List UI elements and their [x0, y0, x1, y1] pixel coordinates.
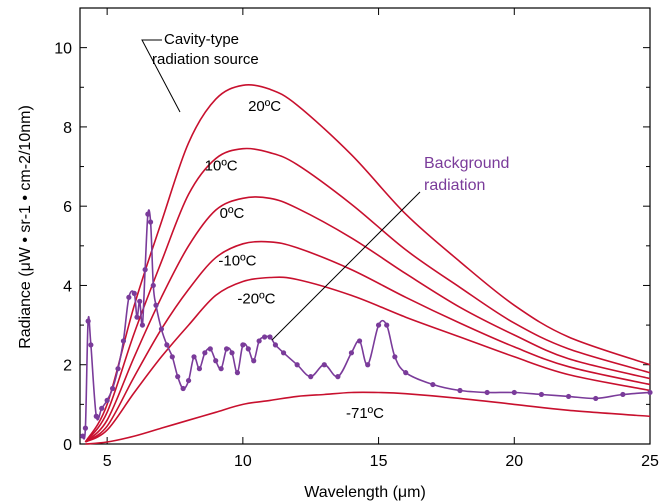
y-tick-label: 0 — [63, 437, 72, 454]
curve-label-20c: 20ºC — [248, 98, 281, 115]
background-data-point — [202, 350, 208, 356]
cavity-curve-20c — [84, 83, 651, 443]
background-data-point — [392, 354, 398, 360]
curve-label-0c: 0ºC — [220, 205, 245, 222]
cavity-source-pointer — [141, 39, 181, 113]
cavity-source-label-line1: Cavity-type — [164, 31, 239, 48]
y-tick-label: 6 — [63, 199, 72, 216]
background-data-point — [308, 374, 314, 380]
label-layer: 20ºC 10ºC 0ºC -10ºC -20ºC -71ºC — [205, 98, 385, 422]
cavity-curve--71c — [85, 391, 651, 445]
x-axis-label: Wavelength (μm) — [304, 484, 426, 501]
background-data-point — [85, 318, 91, 324]
curve-label--71c: -71ºC — [346, 405, 384, 422]
background-data-point — [131, 290, 137, 296]
background-data-point — [82, 425, 89, 431]
background-data-point — [88, 342, 94, 348]
background-data-point — [321, 362, 327, 368]
background-data-point — [375, 322, 382, 328]
background-label-line1: Background — [424, 155, 509, 172]
y-tick-label: 8 — [63, 120, 72, 137]
background-data-point — [137, 298, 143, 304]
cavity-curve-10c — [84, 147, 651, 443]
background-data-point — [245, 346, 251, 352]
x-tick-label: 25 — [641, 453, 659, 470]
background-data-point — [80, 433, 86, 439]
background-data-point — [280, 350, 287, 356]
background-data-point — [251, 358, 257, 364]
background-data-point — [185, 377, 192, 384]
background-data-point — [145, 211, 151, 217]
background-data-point — [647, 389, 653, 396]
background-data-point — [207, 346, 213, 352]
curve-layer — [80, 83, 653, 445]
background-data-point — [191, 354, 197, 360]
background-data-point — [356, 338, 363, 344]
background-data-point — [126, 294, 132, 300]
background-data-point — [93, 413, 99, 419]
background-data-point — [180, 385, 186, 392]
background-label-line2: radiation — [424, 177, 485, 194]
background-data-point — [134, 314, 140, 320]
curve-label--10c: -10ºC — [218, 253, 256, 270]
background-data-point — [335, 374, 341, 380]
background-data-point — [196, 366, 203, 372]
background-data-point — [150, 282, 156, 289]
background-data-point — [538, 391, 545, 398]
background-data-point — [234, 370, 241, 376]
background-data-point — [175, 374, 181, 380]
x-tick-label: 20 — [505, 453, 523, 470]
background-data-point — [147, 219, 154, 225]
background-data-point — [223, 346, 230, 352]
y-tick-label: 2 — [63, 358, 72, 375]
background-data-point — [213, 358, 219, 364]
background-data-point — [218, 366, 224, 372]
y-axis-label: Radiance (μW • sr-1 • cm-2/10nm) — [17, 105, 34, 349]
background-data-point — [484, 389, 490, 396]
background-data-point — [457, 387, 463, 394]
background-data-point — [229, 350, 235, 356]
x-tick-label: 5 — [103, 453, 112, 470]
background-data-point — [109, 385, 116, 392]
background-data-point — [365, 362, 371, 368]
background-data-point — [164, 342, 170, 348]
background-data-point — [272, 342, 279, 348]
background-data-point — [99, 405, 105, 411]
background-data-point — [294, 362, 300, 368]
background-data-point — [153, 302, 159, 308]
tick-layer: 5 10 15 20 25 0 2 4 6 8 10 — [54, 8, 659, 470]
background-data-point — [139, 322, 146, 328]
background-data-point — [348, 350, 355, 356]
background-data-point — [120, 338, 127, 344]
background-data-point — [430, 381, 436, 388]
y-tick-label: 10 — [54, 41, 72, 58]
background-data-point — [158, 326, 165, 332]
background-data-point — [403, 370, 409, 376]
background-data-point — [256, 338, 262, 344]
background-data-point — [142, 267, 148, 273]
curve-label--20c: -20ºC — [237, 290, 275, 307]
background-data-point — [384, 322, 390, 328]
background-data-point — [240, 342, 246, 348]
background-data-point — [620, 391, 626, 398]
background-data-point — [511, 389, 517, 396]
background-data-point — [267, 334, 273, 340]
background-data-point — [169, 354, 175, 360]
background-data-point — [104, 397, 110, 403]
curve-label-10c: 10ºC — [205, 158, 238, 175]
x-tick-label: 10 — [234, 453, 252, 470]
plot-frame — [79, 7, 651, 445]
cavity-curve--20c — [85, 276, 651, 443]
background-pointer — [271, 191, 421, 341]
background-data-point — [593, 395, 599, 402]
cavity-source-label-line2: radiation source — [152, 51, 259, 68]
x-tick-label: 15 — [370, 453, 388, 470]
y-tick-label: 4 — [63, 278, 72, 295]
cavity-curve-0c — [84, 196, 651, 443]
cavity-curve--10c — [84, 240, 651, 443]
background-data-point — [115, 366, 121, 372]
background-data-point — [565, 393, 572, 400]
background-data-point — [261, 334, 268, 340]
